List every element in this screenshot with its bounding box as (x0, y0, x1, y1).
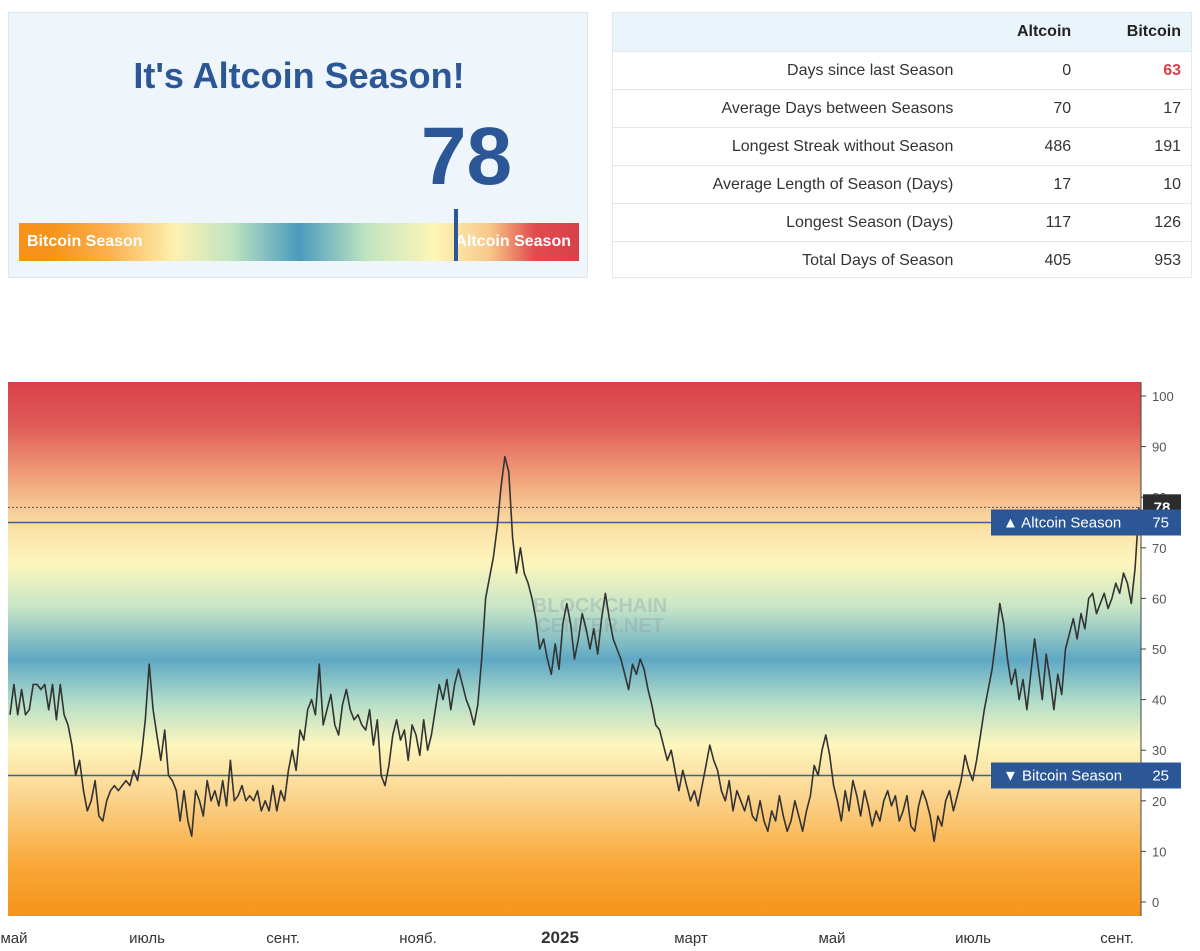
stat-label: Longest Season (Days) (613, 203, 972, 242)
stats-header-label (613, 13, 972, 52)
stat-altcoin-value: 486 (971, 127, 1082, 166)
y-tick-label: 70 (1152, 541, 1166, 556)
stat-bitcoin-value: 953 (1081, 241, 1191, 279)
chart-background (8, 382, 1141, 916)
y-tick-label: 30 (1152, 743, 1166, 758)
threshold-tag-box (991, 509, 1181, 536)
stat-altcoin-value: 405 (971, 241, 1082, 279)
stats-header-altcoin: Altcoin (971, 13, 1082, 52)
stat-label: Average Length of Season (Days) (613, 165, 972, 204)
stat-altcoin-value: 0 (971, 51, 1082, 90)
x-tick-label: май (818, 930, 845, 947)
x-tick-label: сент. (1100, 930, 1134, 947)
x-tick-label: июль (129, 930, 165, 947)
season-stats-card: Altcoin Bitcoin Days since last Season 0… (612, 12, 1192, 279)
threshold-tag-box (991, 762, 1181, 789)
bitcoin-season-tag: ▼ Bitcoin Season 25 (991, 762, 1181, 789)
stats-header-row: Altcoin Bitcoin (613, 13, 1191, 52)
x-tick-label: нояб. (399, 930, 437, 947)
y-axis: 0102030405060708090100 (1141, 389, 1174, 910)
stat-altcoin-value: 17 (971, 165, 1082, 204)
y-tick-label: 0 (1152, 895, 1159, 910)
stat-altcoin-value: 117 (971, 203, 1082, 242)
threshold-tag-label: ▼ Bitcoin Season (1003, 768, 1122, 785)
stat-altcoin-value: 70 (971, 89, 1082, 128)
x-tick-label: май (0, 930, 27, 947)
threshold-tag-value: 75 (1152, 515, 1169, 532)
season-title: It's Altcoin Season! (133, 55, 465, 96)
y-tick-label: 60 (1152, 591, 1166, 606)
table-row: Total Days of Season 405 953 (613, 241, 1191, 279)
season-gradient-bar: Bitcoin Season Altcoin Season (19, 209, 579, 261)
table-row: Longest Season (Days) 117 126 (613, 203, 1191, 242)
table-row: Days since last Season 0 63 (613, 51, 1191, 90)
x-tick-label: март (674, 930, 708, 947)
stat-bitcoin-value: 10 (1081, 165, 1191, 204)
y-tick-label: 50 (1152, 642, 1166, 657)
season-index-value: 78 (420, 111, 513, 202)
threshold-tags: ▲ Altcoin Season 75 ▼ Bitcoin Season 25 (991, 509, 1181, 789)
x-tick-label: июль (955, 930, 991, 947)
threshold-lines (8, 521, 1141, 777)
table-row: Average Length of Season (Days) 17 10 (613, 165, 1191, 204)
stats-header-bitcoin: Bitcoin (1081, 13, 1191, 52)
x-axis: май июль сент. нояб. 2025 март май июль сент. (0, 928, 1133, 947)
table-row: Average Days between Seasons 70 17 (613, 89, 1191, 128)
y-tick-label: 100 (1152, 389, 1174, 404)
altcoin-season-label: Altcoin Season (455, 233, 571, 250)
altcoin-index-line (9, 455, 1140, 843)
stat-bitcoin-value: 17 (1081, 89, 1191, 128)
stat-label: Average Days between Seasons (613, 89, 972, 128)
chart-canvas[interactable]: BLOCKCHAIN CENTER.NET 010203040506070809… (0, 378, 1200, 951)
watermark-line-1: BLOCKCHAIN (533, 595, 667, 617)
stat-bitcoin-value: 126 (1081, 203, 1191, 242)
stat-bitcoin-value: 191 (1081, 127, 1191, 166)
stat-label: Days since last Season (613, 51, 972, 90)
stat-label: Longest Streak without Season (613, 127, 972, 166)
season-stats-table: Altcoin Bitcoin Days since last Season 0… (613, 13, 1191, 279)
y-tick-label: 40 (1152, 693, 1166, 708)
altcoin-season-tag: ▲ Altcoin Season 75 (991, 509, 1181, 536)
stat-bitcoin-value: 63 (1081, 51, 1191, 90)
threshold-tag-value: 25 (1152, 768, 1169, 785)
y-tick-label: 90 (1152, 440, 1166, 455)
table-row: Longest Streak without Season 486 191 (613, 127, 1191, 166)
altcoin-season-index-chart[interactable]: BLOCKCHAIN CENTER.NET 010203040506070809… (0, 378, 1200, 951)
altcoin-season-gauge-card: It's Altcoin Season! 78 Bitcoin Season A… (8, 12, 588, 278)
x-tick-label: сент. (266, 930, 300, 947)
threshold-tag-label: ▲ Altcoin Season (1003, 515, 1121, 532)
x-tick-label: 2025 (541, 928, 579, 947)
stat-label: Total Days of Season (613, 241, 972, 279)
y-tick-label: 10 (1152, 844, 1166, 859)
gauge-marker (453, 209, 458, 261)
y-tick-label: 20 (1152, 794, 1166, 809)
bitcoin-season-label: Bitcoin Season (27, 233, 143, 250)
